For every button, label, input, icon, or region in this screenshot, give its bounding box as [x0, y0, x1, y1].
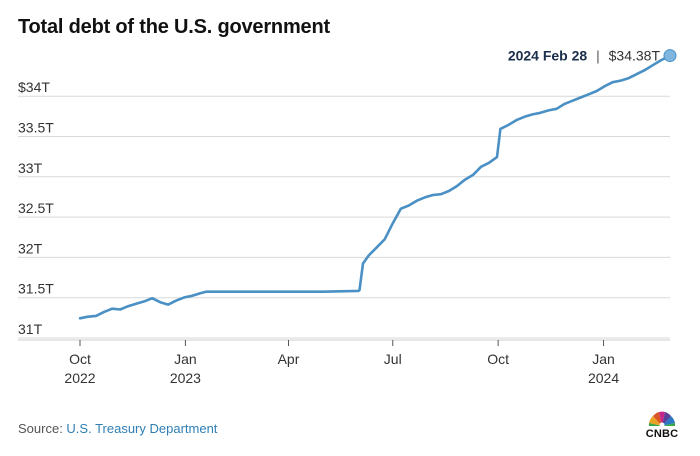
x-tick-year-label: 2022: [64, 370, 95, 386]
source-label: Source:: [18, 421, 67, 436]
source-note: Source: U.S. Treasury Department: [18, 421, 217, 436]
callout-separator: |: [596, 48, 600, 64]
end-point-marker[interactable]: [663, 49, 677, 63]
peacock-icon: [648, 411, 676, 428]
y-tick-label: 32T: [18, 240, 43, 256]
x-tick-year-label: 2023: [170, 370, 201, 386]
source-link[interactable]: U.S. Treasury Department: [66, 421, 218, 436]
y-tick-label: 31.5T: [18, 281, 54, 297]
y-axis-labels: 31T 31.5T 32T 32.5T 33T 33.5T $34T: [18, 79, 54, 337]
x-tick-label: Apr: [278, 351, 300, 367]
y-tick-label: 31T: [18, 321, 43, 337]
callout-value: $34.38T: [609, 48, 661, 64]
grid-lines: [18, 95, 670, 339]
y-tick-label: 33.5T: [18, 120, 54, 136]
x-tick-year-label: 2024: [588, 370, 619, 386]
x-tick-label: Jan: [174, 351, 197, 367]
y-tick-label: 32.5T: [18, 200, 54, 216]
x-tick-label: Oct: [69, 351, 91, 367]
page-title: Total debt of the U.S. government: [18, 16, 330, 38]
x-tick-label: Jul: [384, 351, 402, 367]
y-tick-label: 33T: [18, 160, 43, 176]
logo-text: CNBC: [645, 428, 679, 440]
x-tick-label: Oct: [487, 351, 509, 367]
x-axis: Oct 2022 Jan 2023 Apr Jul Oct Jan 2024: [18, 339, 670, 386]
series-line-total-debt: [78, 54, 672, 320]
y-tick-label: $34T: [18, 79, 50, 95]
callout-date: 2024 Feb 28: [508, 48, 588, 64]
end-point-callout: 2024 Feb 28 | $34.38T: [508, 48, 661, 64]
cnbc-logo: CNBC: [640, 404, 684, 444]
x-tick-label: Jan: [592, 351, 615, 367]
